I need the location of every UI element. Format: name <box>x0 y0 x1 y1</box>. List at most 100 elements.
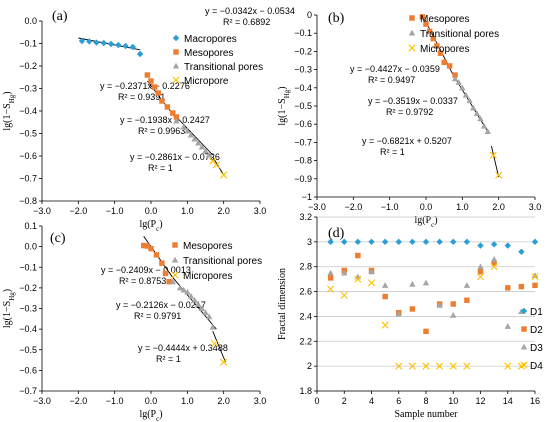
data-point-d3 <box>477 263 484 270</box>
y-axis-title: Fractal dimension <box>277 268 288 340</box>
data-point-d1 <box>341 238 348 246</box>
legend-marker <box>172 242 178 248</box>
data-point-d1 <box>368 238 375 246</box>
data-point-d3 <box>327 269 334 276</box>
data-point-d2 <box>505 285 511 291</box>
data-point-d1 <box>381 238 389 246</box>
data-point-d4 <box>531 273 539 281</box>
legend-marker <box>173 49 179 55</box>
y-tick-label: 1.8 <box>299 386 312 396</box>
data-point-transitional-pores <box>184 127 191 134</box>
data-point-d4 <box>395 362 403 370</box>
x-tick-label: 0.0 <box>145 396 158 406</box>
y-tick-label: −0.6 <box>19 151 37 161</box>
panel-label: (a) <box>52 9 68 24</box>
y-tick-label: −0.7 <box>294 137 312 147</box>
data-point-mesopores <box>144 243 151 249</box>
y-tick-label: 3 <box>307 237 312 247</box>
data-point-transitional-pores <box>480 122 488 129</box>
chart-panel-d: 1.8 2 2.2 2.4 2.6 2.8 3 3.2 0 2 4 6 8 10 12 14 16 Sample … <box>277 212 543 420</box>
data-point-d1 <box>450 238 457 246</box>
data-point-d4 <box>354 275 362 283</box>
data-point-transitional-pores <box>187 131 195 138</box>
fit-equation: y = −0.0342x − 0.0534 <box>205 6 295 16</box>
y-tick-label: −1 <box>302 192 312 202</box>
data-point-d2 <box>423 328 429 335</box>
data-point-transitional-pores <box>176 284 184 291</box>
data-point-micropore <box>220 171 228 179</box>
legend-marker <box>171 271 179 279</box>
y-axis-title: lg(1−SHg) <box>2 91 16 130</box>
data-point-macropores <box>115 41 122 49</box>
chart-panel-b: −1 −0.9 −0.8 −0.7 −0.6 −0.5 −0.4 −0.3 −0.2 −0.1 0 −… <box>277 10 541 229</box>
data-point-macropores <box>93 39 100 46</box>
data-point-d1 <box>395 238 402 246</box>
data-point-d3 <box>409 280 416 287</box>
y-axis-title: lg(1−SHg) <box>277 86 291 125</box>
legend-label: Transitional pores <box>420 29 499 40</box>
data-point-transitional-pores <box>473 110 481 116</box>
data-point-transitional-pores <box>202 309 209 316</box>
data-point-mesopores <box>151 84 158 90</box>
data-point-d4 <box>463 362 471 370</box>
x-tick-label: 1.0 <box>181 206 194 216</box>
x-tick-label: 6 <box>396 396 401 406</box>
fit-r2: R² = 0.9791 <box>134 311 181 321</box>
legend-label: Micropores <box>183 271 232 282</box>
data-point-d4 <box>504 362 512 370</box>
y-tick-label: −0.8 <box>19 196 37 206</box>
legend-label: Micropores <box>420 44 469 55</box>
fit-equation: y = −0.4444x + 0.3488 <box>138 343 228 353</box>
data-point-d3 <box>395 310 402 317</box>
legend-marker <box>171 256 179 263</box>
data-point-d2 <box>464 297 470 303</box>
legend-marker <box>172 34 180 42</box>
fit-r2: R² = 0.9497 <box>368 75 415 85</box>
data-point-d4 <box>422 362 430 370</box>
data-point-transitional-pores <box>209 323 216 330</box>
data-point-d4 <box>327 285 335 293</box>
data-point-transitional-pores <box>466 97 473 104</box>
legend-marker <box>172 76 180 84</box>
y-tick-label: 3.2 <box>299 212 312 222</box>
data-point-micropores <box>495 171 503 179</box>
legend-label: D1 <box>530 307 543 318</box>
fit-equation: y = −0.2126x − 0.0217 <box>116 300 206 310</box>
data-point-d1 <box>409 238 416 246</box>
fit-equation: y = −0.6821x + 0.5207 <box>362 136 452 146</box>
fit-equation: y = −0.2861x − 0.0726 <box>130 152 220 162</box>
x-tick-label: −3.0 <box>33 396 51 406</box>
panel-label: (b) <box>328 11 345 26</box>
data-point-transitional-pores <box>202 147 209 154</box>
y-tick-label: 0 <box>307 10 312 20</box>
y-tick-label: −0.1 <box>19 262 37 272</box>
x-tick-label: 2 <box>342 396 347 406</box>
data-point-mesopores <box>162 270 169 277</box>
data-point-mesopores <box>430 35 436 42</box>
legend-label: Transitional pores <box>184 62 263 73</box>
x-tick-label: 3.0 <box>254 396 267 406</box>
y-tick-label: −0.4 <box>19 106 37 116</box>
y-tick-label: −0.8 <box>294 156 312 166</box>
data-point-transitional-pores <box>180 123 187 130</box>
data-point-d2 <box>532 282 538 289</box>
data-point-mesopores <box>166 278 172 285</box>
data-point-mesopores <box>419 14 426 20</box>
data-point-d4 <box>408 362 416 370</box>
data-point-mesopores <box>148 245 154 252</box>
data-point-transitional-pores <box>187 292 195 299</box>
data-point-d1 <box>422 238 430 246</box>
data-point-mesopores <box>148 78 154 84</box>
data-point-d1 <box>463 238 471 246</box>
legend-label: Macropores <box>184 34 237 45</box>
data-point-d1 <box>504 242 511 249</box>
data-point-mesopores <box>159 260 165 266</box>
legend-marker <box>520 361 528 369</box>
data-point-transitional-pores <box>477 115 484 122</box>
x-tick-label: −1.0 <box>381 202 399 212</box>
y-tick-label: −0.4 <box>19 324 37 334</box>
data-point-d4 <box>436 362 444 370</box>
legend-marker <box>521 326 527 332</box>
data-point-d2 <box>382 293 388 300</box>
legend-label: Micropore <box>184 76 229 87</box>
